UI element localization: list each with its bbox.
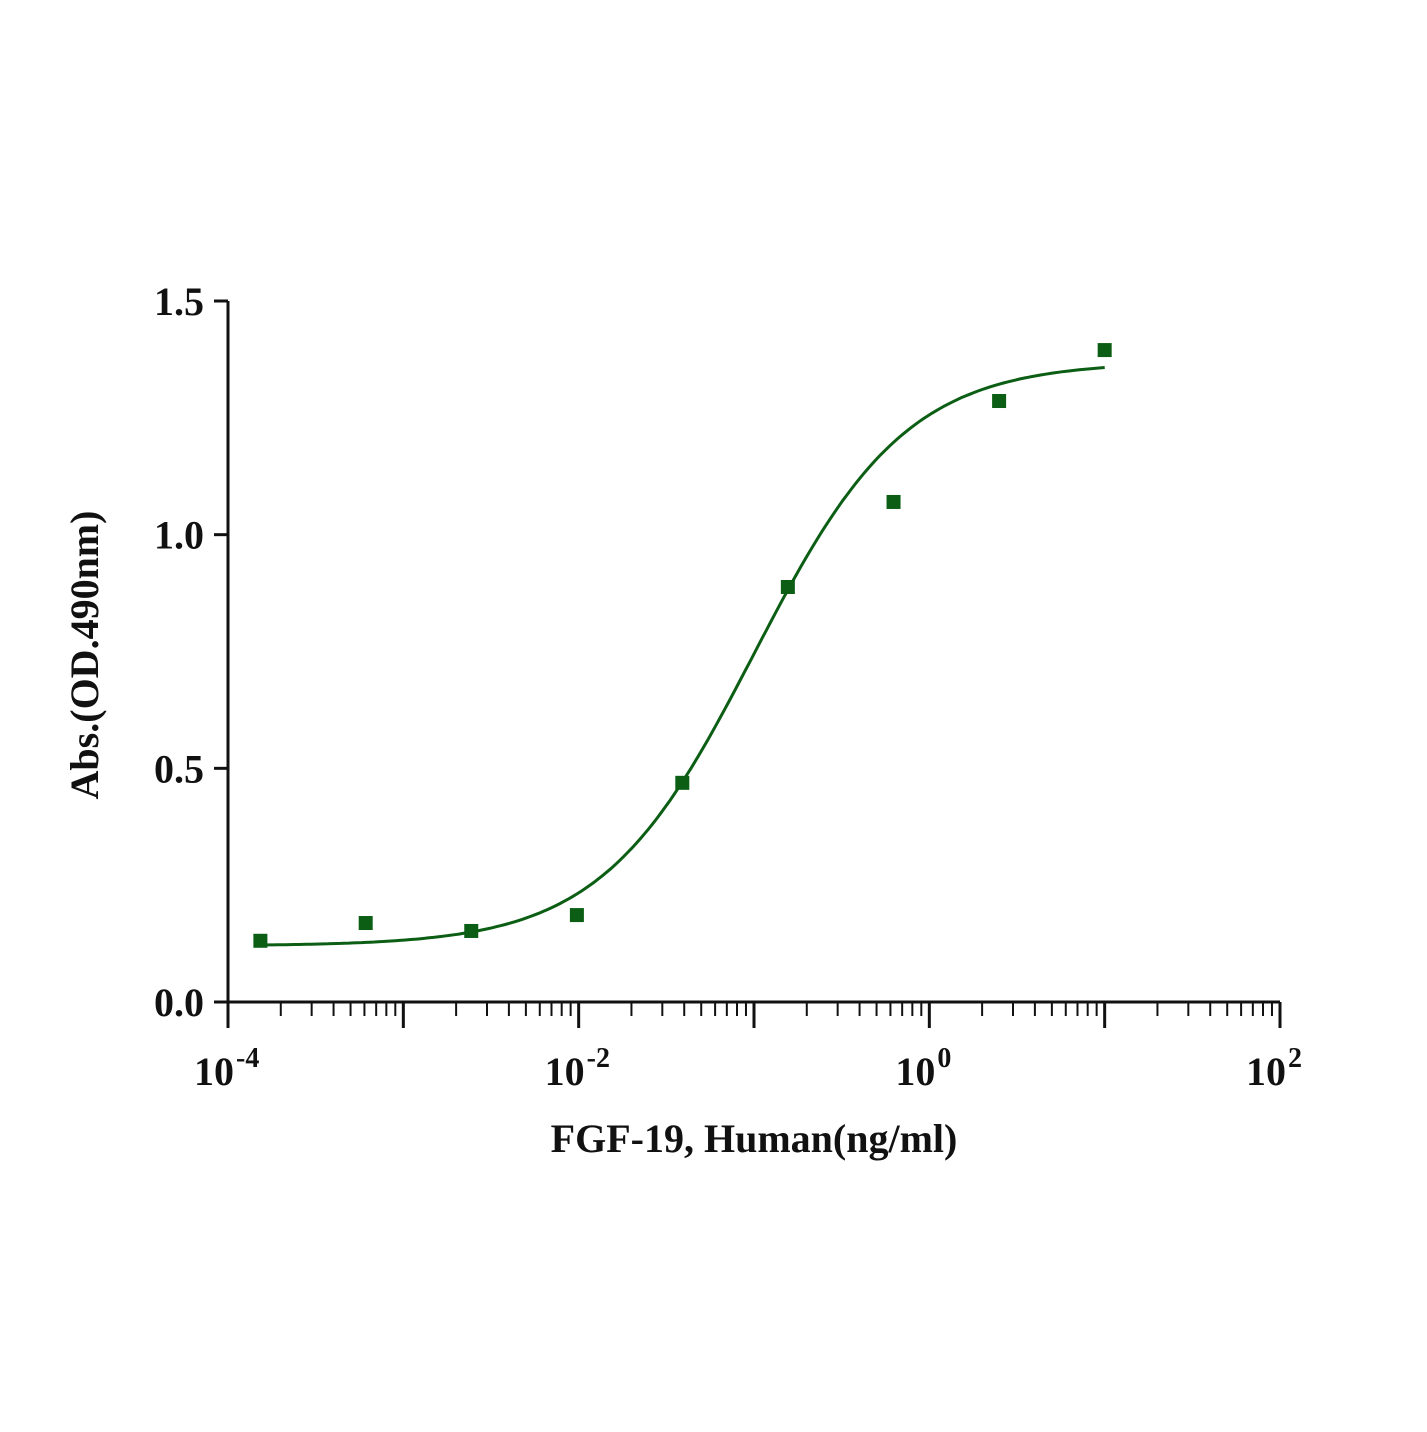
data-point [992,394,1007,409]
y-tick-label: 1.5 [154,279,204,324]
data-point [358,916,373,931]
data-point [569,908,584,923]
data-point [1097,343,1112,358]
data-point [253,933,268,948]
x-tick-label: 10 [545,1049,585,1094]
data-point [780,580,795,595]
y-axis-label: Abs.(OD.490nm) [62,511,107,800]
x-axis-label: FGF-19, Human(ng/ml) [551,1116,958,1161]
x-tick-exponent: 0 [937,1043,951,1074]
y-tick-label: 0.5 [154,746,204,791]
x-tick-label: 10 [194,1049,234,1094]
x-tick-exponent: -2 [587,1043,610,1074]
y-tick-label: 1.0 [154,513,204,558]
x-tick-exponent: -4 [236,1043,259,1074]
data-point [886,494,901,509]
x-tick-label: 10 [895,1049,935,1094]
data-point [675,775,690,790]
y-tick-label: 0.0 [154,980,204,1025]
x-tick-exponent: 2 [1288,1043,1302,1074]
x-tick-label: 10 [1246,1049,1286,1094]
fit-curve [260,366,1105,947]
data-point [464,923,479,938]
